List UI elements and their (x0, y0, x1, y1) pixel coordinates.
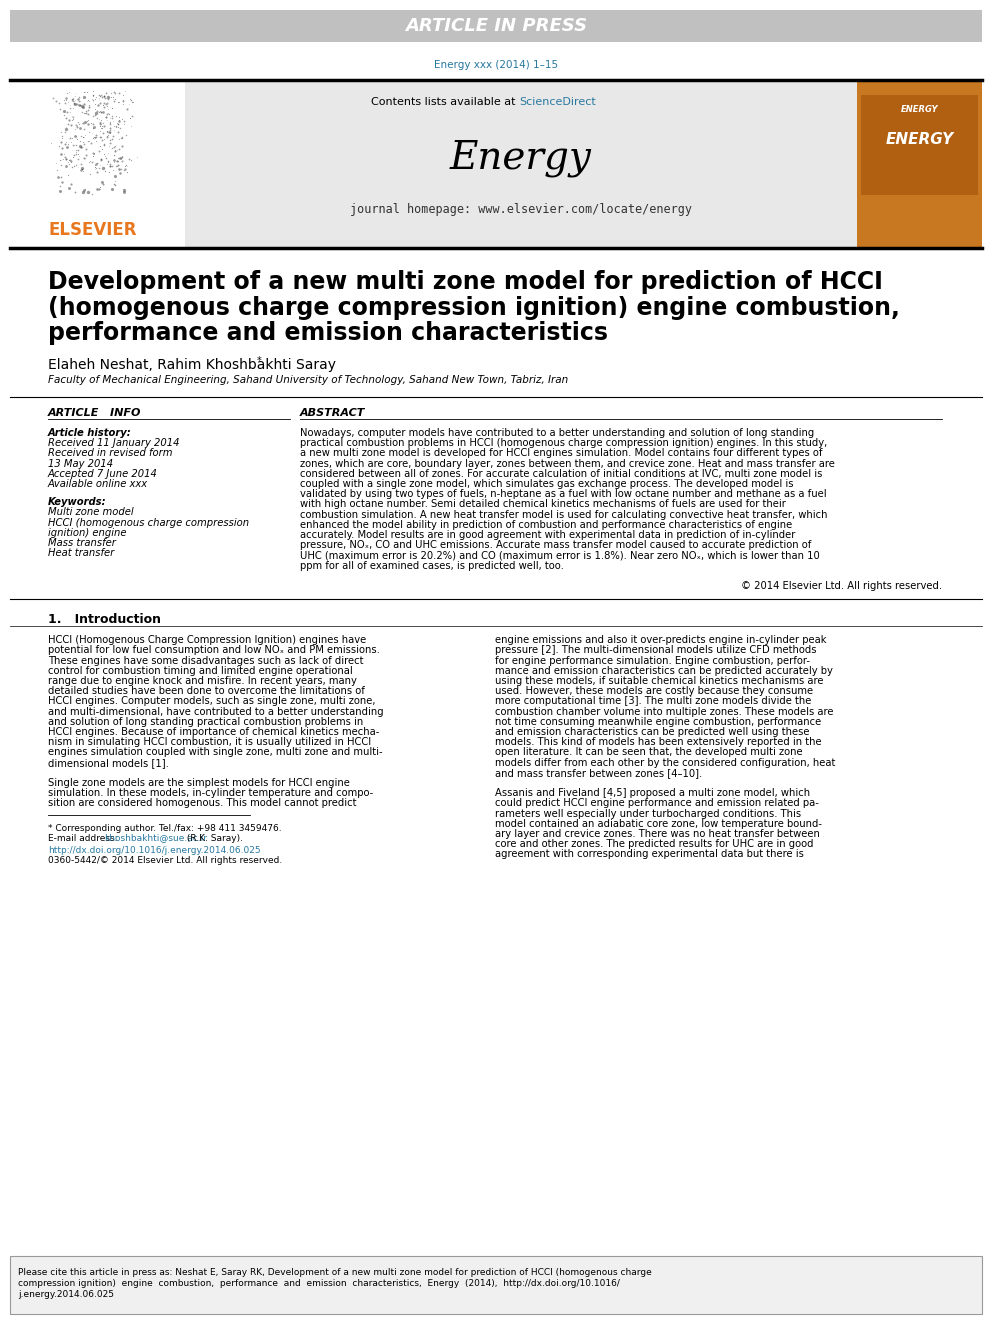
Text: 13 May 2014: 13 May 2014 (48, 459, 113, 468)
Text: agreement with corresponding experimental data but there is: agreement with corresponding experimenta… (495, 849, 804, 860)
Text: Assanis and Fiveland [4,5] proposed a multi zone model, which: Assanis and Fiveland [4,5] proposed a mu… (495, 789, 810, 798)
Text: ARTICLE IN PRESS: ARTICLE IN PRESS (405, 17, 587, 34)
Text: journal homepage: www.elsevier.com/locate/energy: journal homepage: www.elsevier.com/locat… (350, 204, 692, 217)
Text: could predict HCCI engine performance and emission related pa-: could predict HCCI engine performance an… (495, 798, 818, 808)
Text: combustion simulation. A new heat transfer model is used for calculating convect: combustion simulation. A new heat transf… (300, 509, 827, 520)
Text: HCCI (Homogenous Charge Compression Ignition) engines have: HCCI (Homogenous Charge Compression Igni… (48, 635, 366, 646)
Text: Contents lists available at: Contents lists available at (371, 97, 519, 107)
Text: combustion chamber volume into multiple zones. These models are: combustion chamber volume into multiple … (495, 706, 833, 717)
Text: These engines have some disadvantages such as lack of direct: These engines have some disadvantages su… (48, 656, 363, 665)
Text: coupled with a single zone model, which simulates gas exchange process. The deve: coupled with a single zone model, which … (300, 479, 794, 490)
Text: rameters well especially under turbocharged conditions. This: rameters well especially under turbochar… (495, 808, 802, 819)
Text: Received in revised form: Received in revised form (48, 448, 173, 458)
Text: (R.K. Saray).: (R.K. Saray). (184, 833, 243, 843)
Text: E-mail address:: E-mail address: (48, 833, 120, 843)
Text: performance and emission characteristics: performance and emission characteristics (48, 321, 608, 345)
Text: Available online xxx: Available online xxx (48, 479, 148, 490)
Text: simulation. In these models, in-cylinder temperature and compo-: simulation. In these models, in-cylinder… (48, 789, 373, 798)
Text: ABSTRACT: ABSTRACT (300, 407, 365, 418)
Bar (10, 79, 185, 247)
Text: and emission characteristics can be predicted well using these: and emission characteristics can be pred… (495, 728, 809, 737)
Text: range due to engine knock and misfire. In recent years, many: range due to engine knock and misfire. I… (48, 676, 357, 687)
Text: Faculty of Mechanical Engineering, Sahand University of Technology, Sahand New T: Faculty of Mechanical Engineering, Sahan… (48, 374, 568, 385)
Text: not time consuming meanwhile engine combustion, performance: not time consuming meanwhile engine comb… (495, 717, 821, 726)
Text: j.energy.2014.06.025: j.energy.2014.06.025 (18, 1290, 114, 1299)
Text: * Corresponding author. Tel./fax: +98 411 3459476.: * Corresponding author. Tel./fax: +98 41… (48, 824, 282, 832)
Text: pressure [2]. The multi-dimensional models utilize CFD methods: pressure [2]. The multi-dimensional mode… (495, 646, 816, 655)
Text: HCCI engines. Computer models, such as single zone, multi zone,: HCCI engines. Computer models, such as s… (48, 696, 376, 706)
Text: Article history:: Article history: (48, 429, 132, 438)
Text: http://dx.doi.org/10.1016/j.energy.2014.06.025: http://dx.doi.org/10.1016/j.energy.2014.… (48, 845, 261, 855)
Text: core and other zones. The predicted results for UHC are in good: core and other zones. The predicted resu… (495, 839, 813, 849)
Text: and mass transfer between zones [4–10].: and mass transfer between zones [4–10]. (495, 767, 702, 778)
Text: HCCI engines. Because of importance of chemical kinetics mecha-: HCCI engines. Because of importance of c… (48, 728, 379, 737)
Text: sition are considered homogenous. This model cannot predict: sition are considered homogenous. This m… (48, 798, 356, 808)
Text: ENERGY: ENERGY (901, 106, 938, 115)
Text: detailed studies have been done to overcome the limitations of: detailed studies have been done to overc… (48, 687, 365, 696)
Text: ARTICLE   INFO: ARTICLE INFO (48, 407, 142, 418)
Text: models differ from each other by the considered configuration, heat: models differ from each other by the con… (495, 758, 835, 767)
Text: models. This kind of models has been extensively reported in the: models. This kind of models has been ext… (495, 737, 821, 747)
Text: and multi-dimensional, have contributed to a better understanding: and multi-dimensional, have contributed … (48, 706, 384, 717)
Text: Energy xxx (2014) 1–15: Energy xxx (2014) 1–15 (434, 60, 558, 70)
Text: Heat transfer: Heat transfer (48, 548, 114, 558)
Text: used. However, these models are costly because they consume: used. However, these models are costly b… (495, 687, 813, 696)
Text: HCCI (homogenous charge compression: HCCI (homogenous charge compression (48, 517, 249, 528)
Text: ScienceDirect: ScienceDirect (519, 97, 596, 107)
Text: Nowadays, computer models have contributed to a better understanding and solutio: Nowadays, computer models have contribut… (300, 429, 814, 438)
Text: engine emissions and also it over-predicts engine in-cylinder peak: engine emissions and also it over-predic… (495, 635, 826, 646)
Text: dimensional models [1].: dimensional models [1]. (48, 758, 169, 767)
Text: a new multi zone model is developed for HCCI engines simulation. Model contains : a new multi zone model is developed for … (300, 448, 822, 458)
Text: Development of a new multi zone model for prediction of HCCI: Development of a new multi zone model fo… (48, 270, 883, 294)
Text: enhanced the model ability in prediction of combustion and performance character: enhanced the model ability in prediction… (300, 520, 793, 529)
Text: © 2014 Elsevier Ltd. All rights reserved.: © 2014 Elsevier Ltd. All rights reserved… (741, 581, 942, 591)
Text: mance and emission characteristics can be predicted accurately by: mance and emission characteristics can b… (495, 665, 833, 676)
Text: with high octane number. Semi detailed chemical kinetics mechanisms of fuels are: with high octane number. Semi detailed c… (300, 499, 786, 509)
Text: more computational time [3]. The multi zone models divide the: more computational time [3]. The multi z… (495, 696, 811, 706)
Text: Accepted 7 June 2014: Accepted 7 June 2014 (48, 468, 158, 479)
Bar (10, 1256, 982, 1314)
Text: potential for low fuel consumption and low NOₓ and PM emissions.: potential for low fuel consumption and l… (48, 646, 380, 655)
Text: Received 11 January 2014: Received 11 January 2014 (48, 438, 180, 448)
Text: zones, which are core, boundary layer, zones between them, and crevice zone. Hea: zones, which are core, boundary layer, z… (300, 459, 835, 468)
Text: ary layer and crevice zones. There was no heat transfer between: ary layer and crevice zones. There was n… (495, 830, 819, 839)
Text: pressure, NOₓ, CO and UHC emissions. Accurate mass transfer model caused to accu: pressure, NOₓ, CO and UHC emissions. Acc… (300, 540, 811, 550)
Text: 1.   Introduction: 1. Introduction (48, 613, 161, 626)
Text: for engine performance simulation. Engine combustion, perfor-: for engine performance simulation. Engin… (495, 656, 810, 665)
Text: ELSEVIER: ELSEVIER (49, 221, 137, 239)
Text: accurately. Model results are in good agreement with experimental data in predic: accurately. Model results are in good ag… (300, 531, 796, 540)
Text: 0360-5442/© 2014 Elsevier Ltd. All rights reserved.: 0360-5442/© 2014 Elsevier Ltd. All right… (48, 856, 283, 865)
Text: Keywords:: Keywords: (48, 497, 106, 507)
Text: (homogenous charge compression ignition) engine combustion,: (homogenous charge compression ignition)… (48, 295, 900, 319)
Text: Energy: Energy (450, 139, 592, 177)
Text: practical combustion problems in HCCI (homogenous charge compression ignition) e: practical combustion problems in HCCI (h… (300, 438, 827, 448)
Text: Multi zone model: Multi zone model (48, 508, 134, 517)
Text: Please cite this article in press as: Neshat E, Saray RK, Development of a new m: Please cite this article in press as: Ne… (18, 1267, 652, 1277)
Text: *: * (257, 356, 262, 366)
Text: considered between all of zones. For accurate calculation of initial conditions : considered between all of zones. For acc… (300, 468, 822, 479)
Text: Elaheh Neshat, Rahim Khoshbakhti Saray: Elaheh Neshat, Rahim Khoshbakhti Saray (48, 359, 336, 372)
Text: model contained an adiabatic core zone, low temperature bound-: model contained an adiabatic core zone, … (495, 819, 822, 828)
Text: open literature. It can be seen that, the developed multi zone: open literature. It can be seen that, th… (495, 747, 803, 757)
Text: UHC (maximum error is 20.2%) and CO (maximum error is 1.8%). Near zero NOₓ, whic: UHC (maximum error is 20.2%) and CO (max… (300, 550, 819, 561)
Bar (185, 79, 857, 247)
Text: engines simulation coupled with single zone, multi zone and multi-: engines simulation coupled with single z… (48, 747, 383, 757)
Text: control for combustion timing and limited engine operational: control for combustion timing and limite… (48, 665, 353, 676)
Text: compression ignition)  engine  combustion,  performance  and  emission  characte: compression ignition) engine combustion,… (18, 1279, 620, 1289)
Bar (861, 95, 978, 194)
Text: validated by using two types of fuels, n-heptane as a fuel with low octane numbe: validated by using two types of fuels, n… (300, 490, 826, 499)
Text: ignition) engine: ignition) engine (48, 528, 127, 538)
Bar (857, 79, 982, 247)
Text: and solution of long standing practical combustion problems in: and solution of long standing practical … (48, 717, 363, 726)
Text: Mass transfer: Mass transfer (48, 538, 116, 548)
Text: khoshbakhti@sue.ac.ir: khoshbakhti@sue.ac.ir (104, 833, 207, 843)
Text: Single zone models are the simplest models for HCCI engine: Single zone models are the simplest mode… (48, 778, 350, 789)
Text: using these models, if suitable chemical kinetics mechanisms are: using these models, if suitable chemical… (495, 676, 823, 687)
Text: ppm for all of examined cases, is predicted well, too.: ppm for all of examined cases, is predic… (300, 561, 563, 570)
Bar (10, 11, 982, 42)
Text: nism in simulating HCCI combustion, it is usually utilized in HCCI: nism in simulating HCCI combustion, it i… (48, 737, 371, 747)
Text: ENERGY: ENERGY (886, 132, 953, 147)
